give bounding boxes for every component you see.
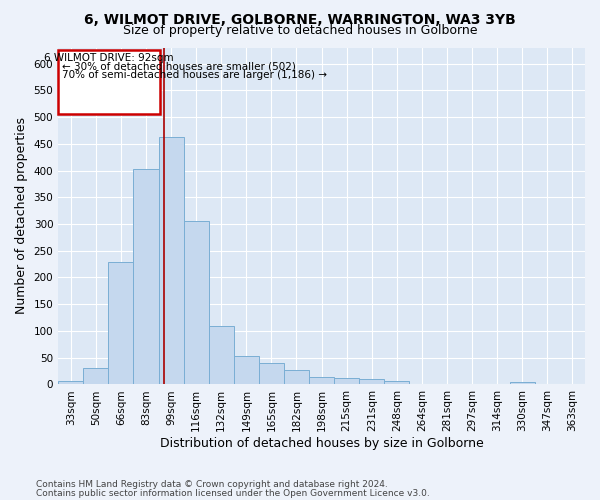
Bar [209,326,234,384]
Text: 6 WILMOT DRIVE: 92sqm: 6 WILMOT DRIVE: 92sqm [44,53,174,63]
Text: 70% of semi-detached houses are larger (1,186) →: 70% of semi-detached houses are larger (… [62,70,327,81]
Bar [385,381,409,384]
Bar [309,377,334,384]
Text: Size of property relative to detached houses in Golborne: Size of property relative to detached ho… [123,24,477,37]
Text: Contains HM Land Registry data © Crown copyright and database right 2024.: Contains HM Land Registry data © Crown c… [36,480,388,489]
Bar [284,370,309,384]
FancyBboxPatch shape [58,50,160,114]
Bar [259,363,284,384]
Bar [109,262,133,384]
Bar [510,382,535,384]
Text: ← 30% of detached houses are smaller (502): ← 30% of detached houses are smaller (50… [62,62,296,72]
Bar [133,169,158,384]
Text: 6, WILMOT DRIVE, GOLBORNE, WARRINGTON, WA3 3YB: 6, WILMOT DRIVE, GOLBORNE, WARRINGTON, W… [84,12,516,26]
Text: Contains public sector information licensed under the Open Government Licence v3: Contains public sector information licen… [36,488,430,498]
X-axis label: Distribution of detached houses by size in Golborne: Distribution of detached houses by size … [160,437,484,450]
Y-axis label: Number of detached properties: Number of detached properties [15,118,28,314]
Bar [234,356,259,384]
Bar [334,378,359,384]
Bar [184,221,209,384]
Bar [58,380,83,384]
Bar [83,368,109,384]
Bar [359,379,385,384]
Bar [158,137,184,384]
